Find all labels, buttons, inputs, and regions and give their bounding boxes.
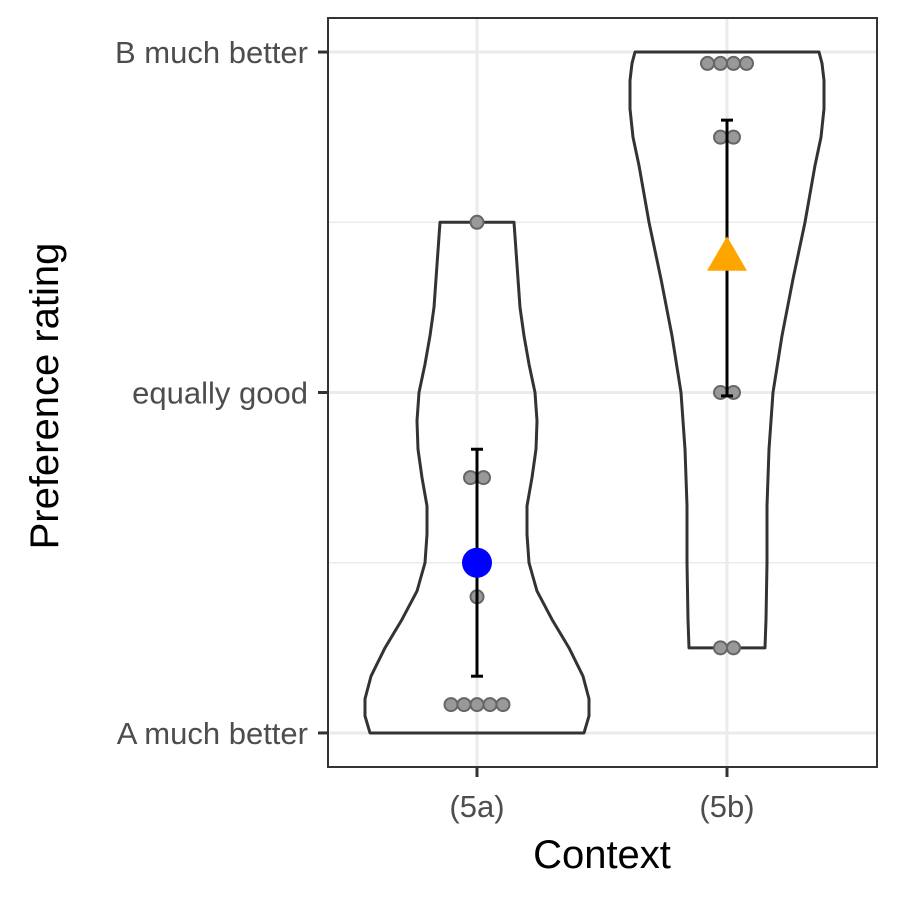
data-point — [739, 55, 754, 71]
data-point — [463, 470, 478, 486]
y-axis: A much better equally good B much better — [115, 35, 328, 751]
mean-markers — [462, 236, 747, 578]
mean-marker-triangle — [707, 236, 747, 271]
data-point — [443, 697, 459, 713]
x-tick-label: (5a) — [449, 789, 504, 824]
data-point — [713, 55, 728, 71]
data-point — [469, 214, 485, 230]
data-point — [726, 129, 741, 145]
x-tick-label: (5b) — [699, 789, 754, 824]
data-point — [476, 470, 491, 486]
violin-1 — [363, 220, 591, 735]
data-point — [469, 697, 485, 713]
data-point — [495, 697, 511, 713]
data-point — [700, 55, 715, 71]
y-tick-label: A much better — [117, 716, 308, 751]
y-tick-label: B much better — [115, 35, 308, 70]
y-axis-title: Preference rating — [23, 243, 67, 550]
mean-marker-circle — [462, 547, 492, 578]
data-point — [713, 640, 728, 656]
x-axis: (5a) (5b) — [449, 767, 755, 824]
data-point — [713, 129, 728, 145]
data-point — [456, 697, 472, 713]
violin-2 — [628, 50, 826, 650]
data-point — [726, 640, 741, 656]
data-point — [726, 55, 741, 71]
violins — [363, 50, 826, 735]
x-axis-title: Context — [533, 833, 671, 877]
data-point — [482, 697, 498, 713]
y-tick-label: equally good — [132, 376, 308, 411]
